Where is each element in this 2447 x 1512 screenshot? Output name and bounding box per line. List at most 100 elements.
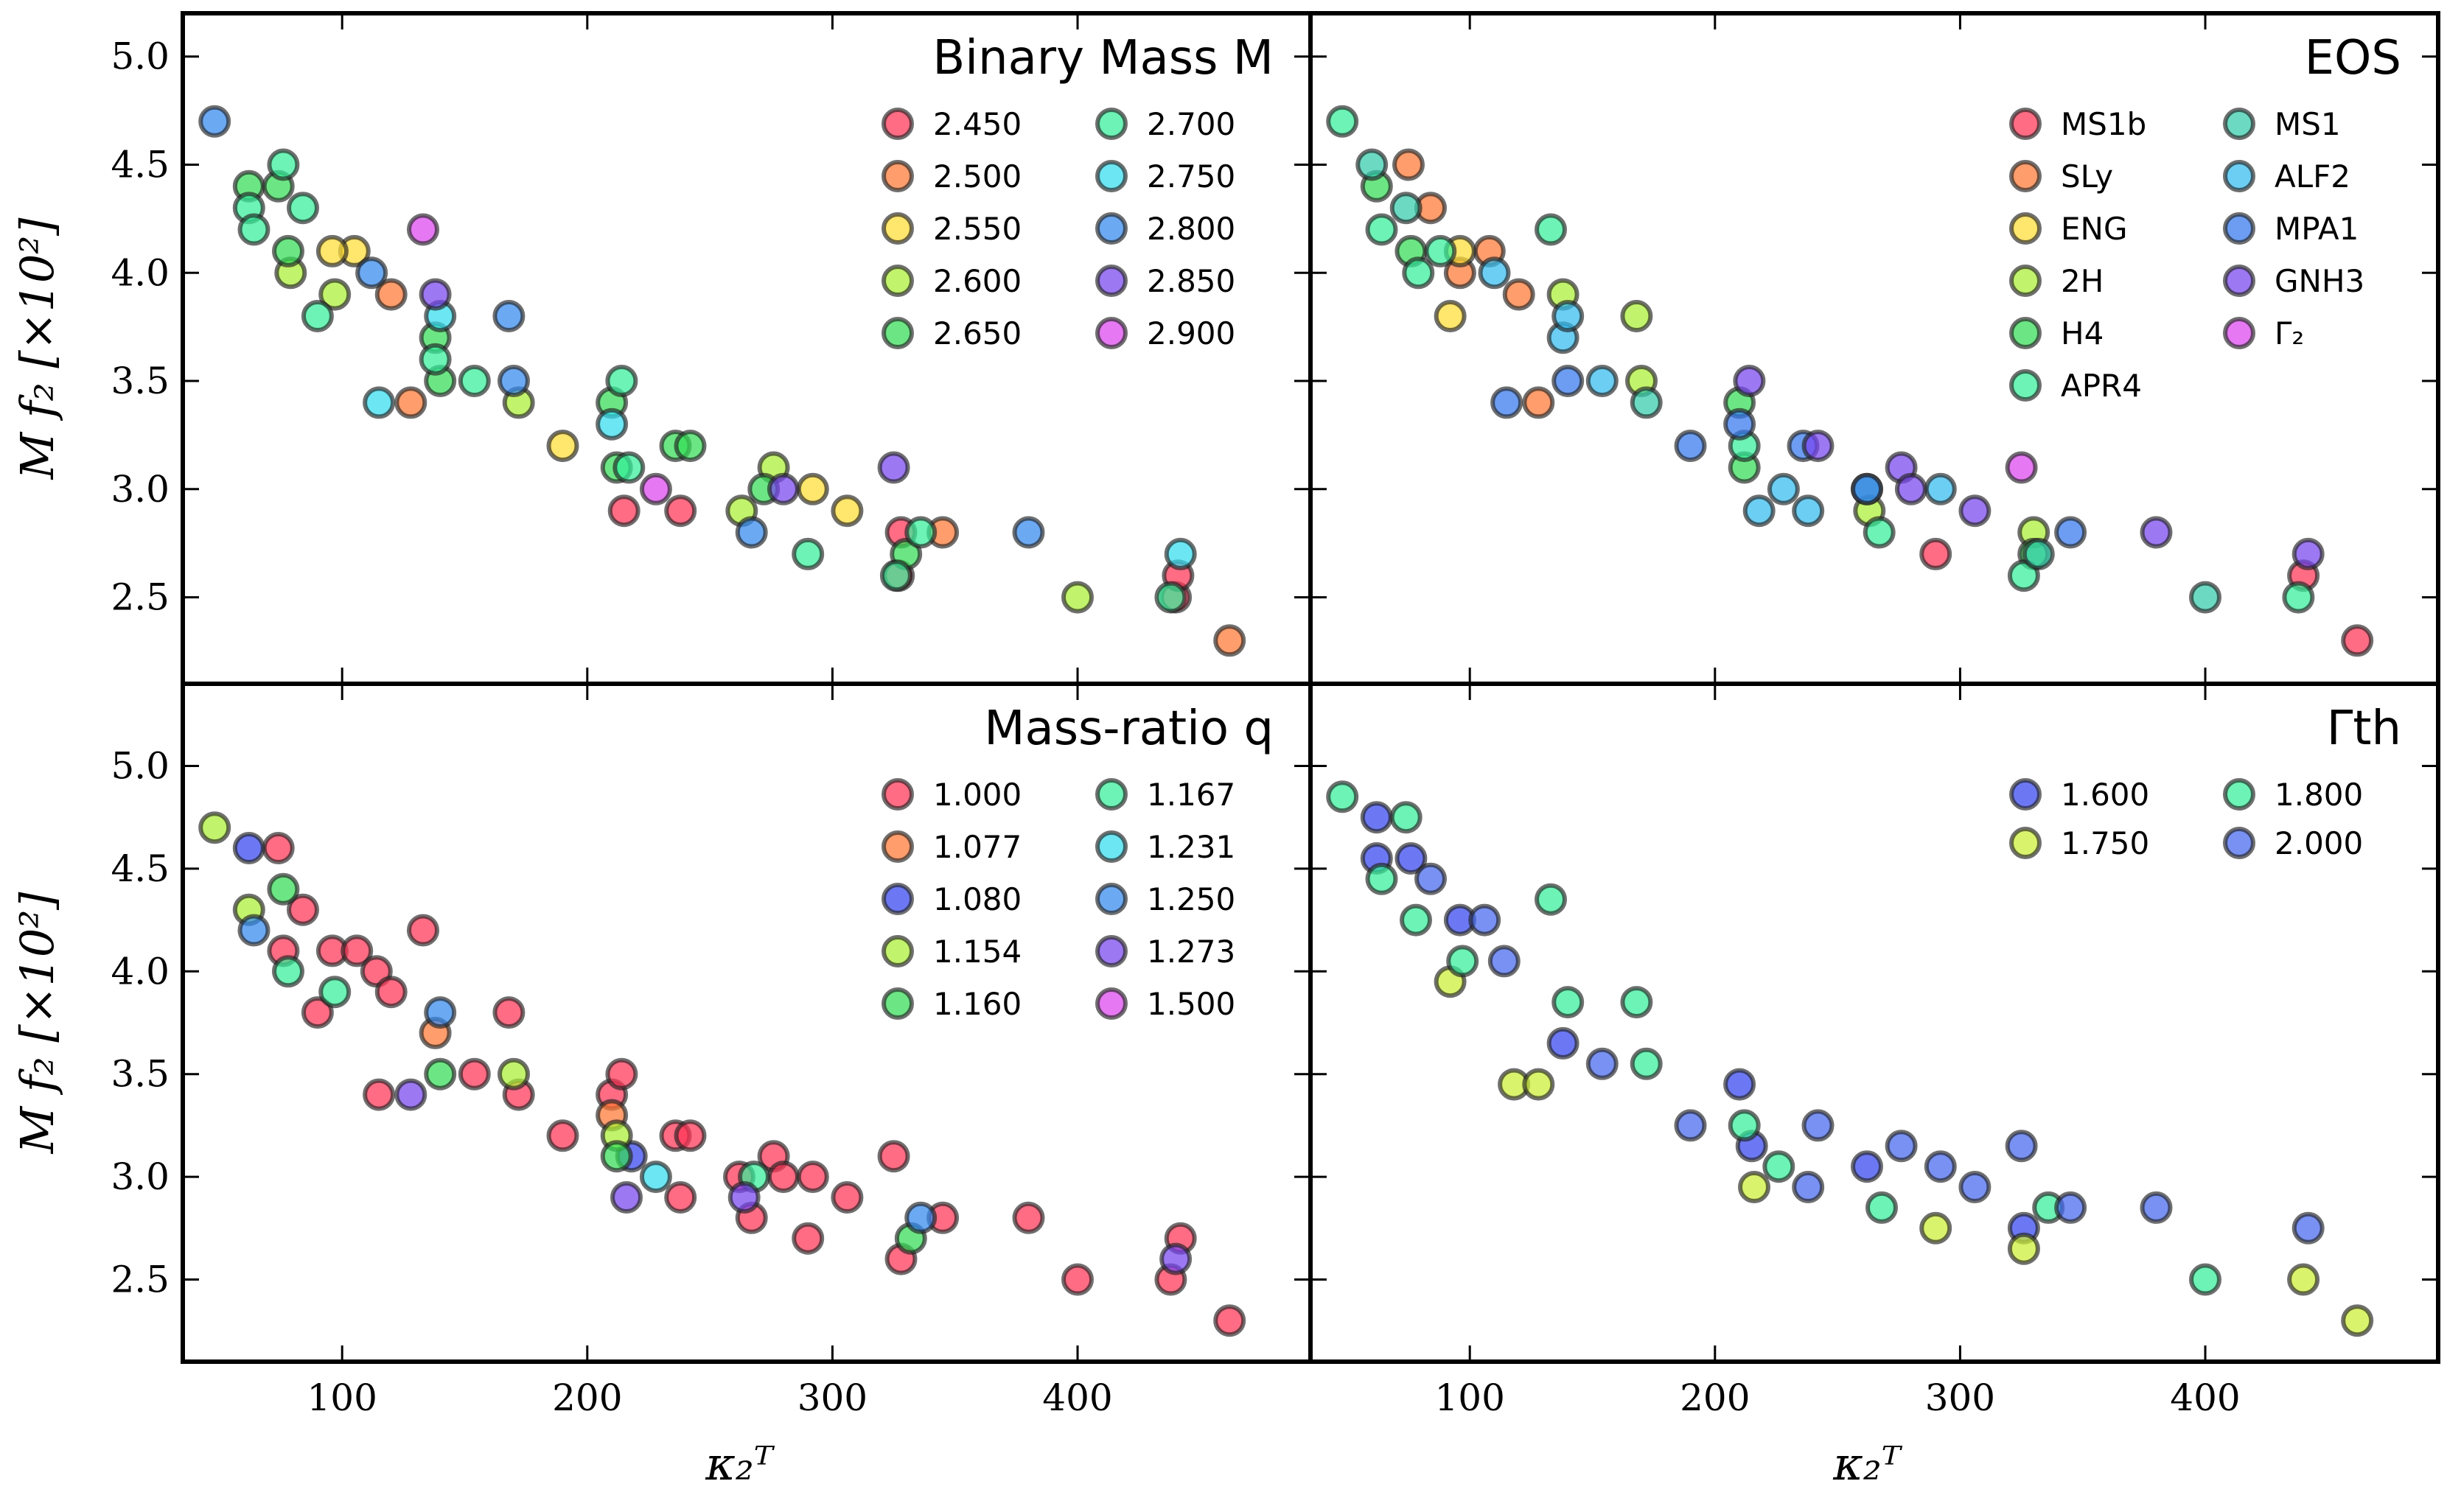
data-point-top-right-MPA1[interactable] — [1674, 430, 1707, 463]
data-point-top-left-2.800[interactable] — [498, 365, 530, 397]
data-point-top-right-APR4[interactable] — [1326, 105, 1359, 138]
data-point-bottom-right-1.750[interactable] — [1919, 1211, 1952, 1245]
data-point-bottom-right-1.750[interactable] — [1738, 1171, 1770, 1203]
data-point-top-right-MPA1[interactable] — [1851, 472, 1883, 505]
data-point-top-right-SLy[interactable] — [1502, 278, 1535, 311]
data-point-top-right-APR4[interactable] — [2007, 559, 2040, 592]
data-point-top-left-2.450[interactable] — [664, 494, 697, 528]
data-point-bottom-left-1.000[interactable] — [492, 996, 526, 1029]
data-point-bottom-left-1.000[interactable] — [792, 1222, 825, 1255]
data-point-top-left-2.700[interactable] — [1154, 581, 1187, 614]
data-point-top-left-2.850[interactable] — [877, 451, 910, 484]
data-point-top-right-GNH3[interactable] — [1801, 430, 1835, 463]
data-point-bottom-right-2.000[interactable] — [2054, 1191, 2087, 1224]
data-point-bottom-right-2.000[interactable] — [2005, 1130, 2038, 1163]
data-point-bottom-right-1.750[interactable] — [1522, 1068, 1555, 1101]
data-point-bottom-left-1.160[interactable] — [600, 1140, 633, 1173]
data-point-bottom-right-1.600[interactable] — [1723, 1068, 1756, 1101]
data-point-top-right-MPA1[interactable] — [1490, 386, 1523, 419]
data-point-top-right-ALF2[interactable] — [1792, 494, 1825, 528]
data-point-bottom-right-1.800[interactable] — [1400, 903, 1432, 937]
data-point-bottom-right-1.600[interactable] — [1360, 801, 1393, 834]
data-point-top-left-2.500[interactable] — [1213, 624, 1246, 657]
data-point-top-right-MS1b[interactable] — [1919, 537, 1952, 570]
data-point-top-right-ALF2[interactable] — [1585, 365, 1619, 397]
data-point-top-right-APR4[interactable] — [2282, 581, 2315, 614]
data-point-top-right-MS1[interactable] — [1389, 192, 1423, 225]
data-point-top-left-2.700[interactable] — [419, 343, 452, 376]
data-point-top-right-GNH3[interactable] — [2140, 516, 2173, 549]
data-point-bottom-right-2.000[interactable] — [1924, 1150, 1957, 1183]
data-point-top-left-2.700[interactable] — [267, 148, 300, 181]
data-point-top-left-2.550[interactable] — [546, 430, 579, 463]
data-point-bottom-left-1.000[interactable] — [301, 996, 334, 1029]
data-point-bottom-left-1.000[interactable] — [407, 914, 439, 947]
data-point-top-right-2H[interactable] — [1620, 300, 1653, 332]
data-point-bottom-right-1.800[interactable] — [1389, 801, 1423, 834]
data-point-top-left-2.850[interactable] — [419, 278, 452, 311]
data-point-bottom-right-1.800[interactable] — [1620, 986, 1653, 1019]
data-point-top-left-2.550[interactable] — [796, 472, 829, 505]
data-point-top-left-2.550[interactable] — [831, 494, 864, 528]
data-point-bottom-right-1.750[interactable] — [2007, 1232, 2040, 1265]
data-point-bottom-right-2.000[interactable] — [1792, 1171, 1825, 1203]
data-point-bottom-left-1.167[interactable] — [318, 976, 352, 1009]
data-point-bottom-right-1.750[interactable] — [2341, 1304, 2374, 1337]
data-point-bottom-left-1.250[interactable] — [904, 1201, 938, 1234]
data-point-top-left-2.750[interactable] — [363, 386, 396, 419]
data-point-bottom-right-2.000[interactable] — [1585, 1047, 1619, 1080]
data-point-top-right-ENG[interactable] — [1434, 300, 1467, 332]
data-point-bottom-right-1.800[interactable] — [1728, 1109, 1761, 1142]
data-point-top-right-APR4[interactable] — [1402, 256, 1435, 290]
data-point-bottom-right-2.000[interactable] — [1674, 1109, 1707, 1142]
data-point-top-right-APR4[interactable] — [1365, 213, 1398, 246]
data-point-top-right-MS1[interactable] — [2022, 537, 2055, 570]
data-point-bottom-right-2.000[interactable] — [1801, 1109, 1835, 1142]
data-point-bottom-right-2.000[interactable] — [2140, 1191, 2173, 1224]
data-point-bottom-right-2.000[interactable] — [1958, 1171, 1992, 1203]
data-point-top-right-MPA1[interactable] — [1723, 407, 1756, 441]
data-point-top-left-2.800[interactable] — [198, 105, 231, 138]
data-point-bottom-left-1.000[interactable] — [877, 1140, 910, 1173]
data-point-top-left-2.700[interactable] — [287, 192, 319, 225]
data-point-top-left-2.800[interactable] — [492, 300, 526, 332]
data-point-top-left-2.800[interactable] — [735, 516, 768, 549]
data-point-bottom-left-1.000[interactable] — [767, 1161, 800, 1194]
data-point-bottom-right-2.000[interactable] — [2291, 1211, 2325, 1245]
data-point-bottom-left-1.000[interactable] — [1012, 1201, 1045, 1234]
data-point-bottom-left-1.000[interactable] — [674, 1119, 707, 1152]
data-point-bottom-left-1.154[interactable] — [198, 811, 231, 844]
data-point-top-left-2.800[interactable] — [1012, 516, 1045, 549]
data-point-top-right-GNH3[interactable] — [2291, 537, 2325, 570]
data-point-bottom-right-1.600[interactable] — [1546, 1026, 1579, 1060]
data-point-bottom-left-1.000[interactable] — [458, 1057, 491, 1091]
data-point-top-right-APR4[interactable] — [1863, 516, 1896, 549]
data-point-top-left-2.700[interactable] — [792, 537, 825, 570]
data-point-top-right-GNH3[interactable] — [1733, 365, 1766, 397]
data-point-top-left-2.700[interactable] — [612, 451, 646, 484]
data-point-bottom-right-1.800[interactable] — [2189, 1263, 2221, 1296]
data-point-top-right-ALF2[interactable] — [1742, 494, 1776, 528]
data-point-bottom-left-1.000[interactable] — [374, 976, 408, 1009]
data-point-bottom-left-1.160[interactable] — [424, 1057, 457, 1091]
data-point-bottom-left-1.000[interactable] — [664, 1181, 697, 1214]
data-point-top-right-ALF2[interactable] — [1924, 472, 1957, 505]
data-point-top-right-MS1b[interactable] — [2341, 624, 2374, 657]
data-point-top-left-2.700[interactable] — [605, 365, 638, 397]
data-point-bottom-left-1.167[interactable] — [272, 955, 304, 988]
data-point-bottom-left-1.000[interactable] — [546, 1119, 579, 1152]
data-point-bottom-right-2.000[interactable] — [1414, 862, 1447, 895]
data-point-top-left-2.750[interactable] — [596, 407, 629, 441]
data-point-bottom-left-1.273[interactable] — [394, 1078, 427, 1111]
data-point-top-right-MS1[interactable] — [1355, 148, 1389, 181]
data-point-top-left-2.600[interactable] — [318, 278, 352, 311]
data-point-bottom-left-1.273[interactable] — [1159, 1242, 1193, 1275]
data-point-bottom-right-1.750[interactable] — [2287, 1263, 2320, 1296]
data-point-bottom-right-1.800[interactable] — [1365, 862, 1398, 895]
data-point-bottom-right-2.000[interactable] — [1487, 945, 1521, 978]
data-point-bottom-left-1.000[interactable] — [605, 1057, 638, 1091]
data-point-top-left-2.500[interactable] — [394, 386, 427, 419]
data-point-bottom-left-1.273[interactable] — [727, 1181, 761, 1214]
data-point-bottom-left-1.000[interactable] — [1213, 1304, 1246, 1337]
data-point-top-left-2.600[interactable] — [1061, 581, 1094, 614]
